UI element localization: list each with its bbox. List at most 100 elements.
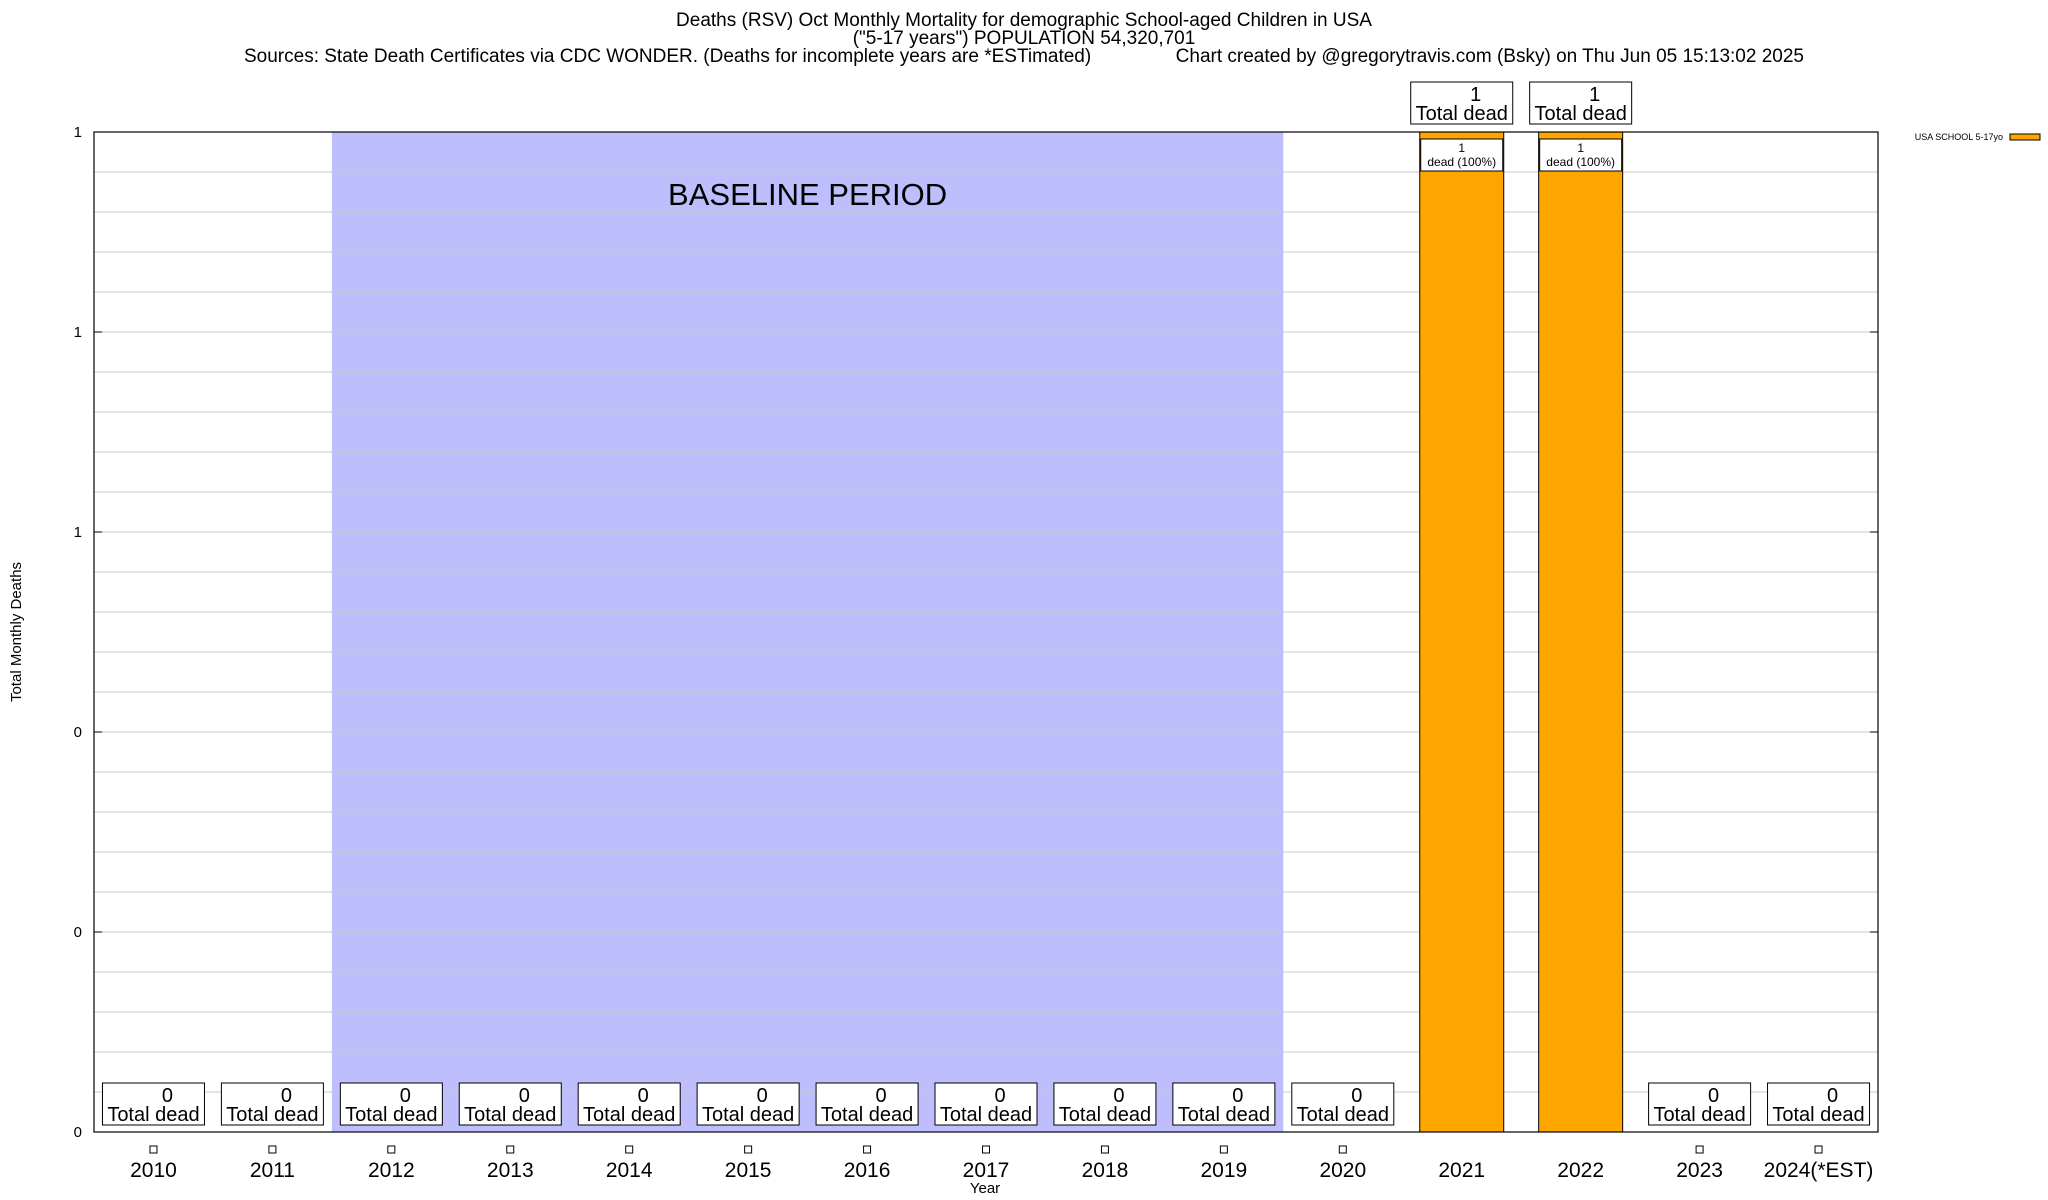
total-label-text: Total dead — [940, 1104, 1032, 1126]
chart-titles: Deaths (RSV) Oct Monthly Mortality for d… — [0, 10, 2048, 67]
x-tick-label: 2023 — [1676, 1159, 1723, 1182]
legend: USA SCHOOL 5-17yo — [1915, 132, 2041, 142]
total-label-text: Total dead — [1178, 1104, 1270, 1126]
y-axis-title: Total Monthly Deaths — [8, 562, 25, 702]
total-label-box — [339, 1082, 443, 1126]
total-label-count: 0 — [162, 1085, 173, 1107]
total-label-count: 0 — [519, 1085, 530, 1107]
chart-title: Deaths (RSV) Oct Monthly Mortality for d… — [676, 10, 1372, 31]
total-label-box — [1529, 81, 1633, 125]
chart-credit: Chart created by @gregorytravis.com (Bsk… — [1175, 46, 1804, 67]
inner-label-text: dead (100%) — [1546, 155, 1615, 169]
y-tick-label: 1 — [74, 124, 82, 141]
zero-marker — [1219, 1145, 1228, 1154]
x-tick-label: 2013 — [487, 1159, 534, 1182]
x-tick-label: 2015 — [725, 1159, 772, 1182]
baseline-band — [331, 132, 1284, 1132]
x-tick-label: 2017 — [963, 1159, 1010, 1182]
total-label-text: Total dead — [1772, 1104, 1864, 1126]
y-tick-label: 1 — [74, 324, 82, 341]
total-label-box — [1410, 81, 1514, 125]
total-label-box — [458, 1082, 562, 1126]
zero-marker — [1695, 1145, 1704, 1154]
total-label-box — [934, 1082, 1038, 1126]
total-label-box — [220, 1082, 324, 1126]
inner-label-count: 1 — [1577, 141, 1584, 155]
total-label-count: 0 — [638, 1085, 649, 1107]
inner-label-box — [1539, 138, 1623, 172]
total-label-box — [1291, 1082, 1395, 1126]
total-label-count: 0 — [1232, 1085, 1243, 1107]
x-tick-label: 2024(*EST) — [1764, 1159, 1874, 1182]
chart-source: Sources: State Death Certificates via CD… — [244, 46, 1092, 67]
total-label-box — [815, 1082, 919, 1126]
zero-marker — [506, 1145, 515, 1154]
bar — [1419, 131, 1505, 1133]
x-axis-title: Year — [970, 1180, 1000, 1197]
total-label-count: 0 — [757, 1085, 768, 1107]
inner-label-text: dead (100%) — [1427, 155, 1496, 169]
y-tick-label: 0 — [74, 924, 82, 941]
x-tick-label: 2022 — [1557, 1159, 1604, 1182]
zero-marker — [149, 1145, 158, 1154]
baseline-period-band: BASELINE PERIOD — [331, 132, 1284, 1132]
total-label-box — [101, 1082, 205, 1126]
total-label-box — [577, 1082, 681, 1126]
zero-marker — [387, 1145, 396, 1154]
total-label-text: Total dead — [1653, 1104, 1745, 1126]
plot-frame — [93, 131, 1879, 1133]
y-tick-label: 0 — [74, 724, 82, 741]
total-label-count: 0 — [876, 1085, 887, 1107]
total-label-text: Total dead — [107, 1104, 199, 1126]
zero-marker — [1100, 1145, 1109, 1154]
legend-swatch — [2009, 133, 2041, 141]
total-label-box — [1648, 1082, 1752, 1126]
zero-marker — [625, 1145, 634, 1154]
chart-source-line: Sources: State Death Certificates via CD… — [0, 46, 2048, 67]
zero-marker — [1814, 1145, 1823, 1154]
baseline-label: BASELINE PERIOD — [668, 177, 947, 212]
x-tick-label: 2016 — [844, 1159, 891, 1182]
y-tick-label: 0 — [74, 1124, 82, 1141]
total-label-count: 0 — [281, 1085, 292, 1107]
total-label-text: Total dead — [1416, 103, 1508, 125]
x-tick-label: 2011 — [250, 1159, 295, 1182]
total-label-text: Total dead — [1059, 1104, 1151, 1126]
legend-label: USA SCHOOL 5-17yo — [1915, 132, 2003, 142]
total-label-count: 1 — [1470, 84, 1481, 106]
x-tick-label: 2021 — [1438, 1159, 1485, 1182]
zero-marker — [1338, 1145, 1347, 1154]
total-label-text: Total dead — [821, 1104, 913, 1126]
bar-series — [149, 131, 1823, 1154]
total-label-text: Total dead — [583, 1104, 675, 1126]
total-label-box — [1172, 1082, 1276, 1126]
total-label-count: 1 — [1589, 84, 1600, 106]
total-label-text: Total dead — [702, 1104, 794, 1126]
y-tick-label: 1 — [74, 524, 82, 541]
total-label-box — [696, 1082, 800, 1126]
total-label-text: Total dead — [1297, 1104, 1389, 1126]
inner-label-box — [1420, 138, 1504, 172]
x-tick-label: 2010 — [130, 1159, 177, 1182]
zero-marker — [268, 1145, 277, 1154]
axes: 0 0 0 1 1 1 2010 2011 2012 2013 2014 2015 2016 2017 20… — [74, 124, 1879, 1182]
x-tick-label: 2020 — [1319, 1159, 1366, 1182]
total-label-box — [1767, 1082, 1871, 1126]
total-label-count: 0 — [400, 1085, 411, 1107]
total-label-text: Total dead — [226, 1104, 318, 1126]
chart-subtitle: ("5-17 years") POPULATION 54,320,701 — [852, 28, 1196, 49]
